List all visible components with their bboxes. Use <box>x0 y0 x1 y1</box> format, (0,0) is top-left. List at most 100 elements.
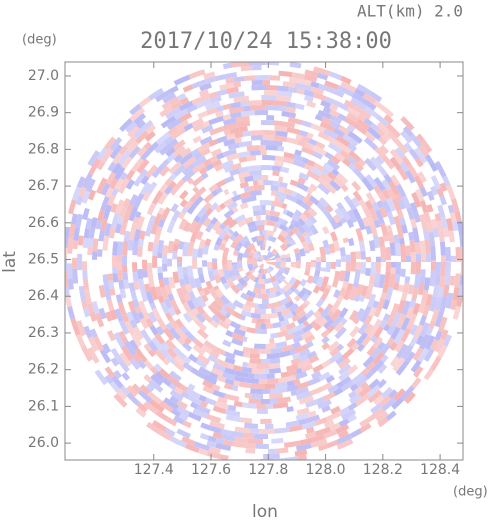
field-cell <box>335 271 341 278</box>
field-cell <box>250 388 263 394</box>
field-cell <box>254 454 263 459</box>
field-cell <box>268 110 282 116</box>
field-cell <box>330 269 336 276</box>
field-cell <box>266 343 277 349</box>
y-tick-label: 26.4 <box>28 288 59 304</box>
field-cell <box>411 252 416 262</box>
field-cell <box>260 150 266 155</box>
field-cell <box>259 145 266 150</box>
field-cell <box>346 254 351 262</box>
field-cell <box>102 263 108 275</box>
field-cell <box>420 276 426 284</box>
field-cell <box>244 443 256 449</box>
field-cell <box>260 354 267 359</box>
field-cell <box>182 267 188 275</box>
field-cell <box>252 80 263 85</box>
field-cell <box>137 257 142 270</box>
field-cell <box>260 324 266 329</box>
field-cell <box>157 252 162 258</box>
field-cell <box>278 146 285 152</box>
field-cell <box>441 262 447 276</box>
field-cell <box>259 115 266 120</box>
field-cell <box>262 175 268 180</box>
field-cell <box>270 398 278 404</box>
field-cell <box>249 115 259 121</box>
x-tick-label: 127.4 <box>134 462 174 478</box>
field-cell <box>163 271 169 278</box>
field-cell <box>260 419 272 424</box>
field-cell <box>426 253 431 262</box>
field-cell <box>266 115 274 120</box>
x-tick-label: 128.2 <box>363 462 403 478</box>
field-cell <box>291 262 296 265</box>
field-cell <box>242 131 251 137</box>
field-cell <box>208 249 214 255</box>
field-cell <box>381 260 386 262</box>
field-cell <box>376 262 382 273</box>
field-cell <box>142 260 147 271</box>
field-cell <box>445 247 451 262</box>
field-cell <box>436 262 442 275</box>
field-cell <box>268 408 279 414</box>
field-cell <box>272 170 280 176</box>
field-cell <box>405 262 411 277</box>
field-cell <box>360 262 366 274</box>
field-cell <box>267 374 275 380</box>
field-cell <box>107 274 113 281</box>
field-cell <box>263 135 274 140</box>
field-cell <box>262 235 265 240</box>
field-cell <box>158 273 164 281</box>
field-cell <box>251 70 268 75</box>
field-cell <box>259 379 268 384</box>
field-cell <box>92 251 97 259</box>
field-cell <box>262 274 266 279</box>
field-cell <box>257 409 268 414</box>
field-cell <box>251 135 263 141</box>
field-cell <box>212 262 218 270</box>
field-cell <box>112 255 117 267</box>
field-cell <box>67 263 73 279</box>
field-cell <box>296 261 301 262</box>
field-cell <box>240 101 248 107</box>
field-cell <box>250 105 265 111</box>
field-cell <box>255 444 269 449</box>
field-cell <box>445 273 451 285</box>
field-cell <box>267 85 278 91</box>
field-cell <box>405 276 411 283</box>
field-cell <box>248 60 265 66</box>
field-cell <box>266 309 272 315</box>
field-cell <box>117 270 123 281</box>
field-cell <box>421 262 426 269</box>
field-cell <box>266 210 270 215</box>
field-cell <box>242 362 248 368</box>
field-cell <box>259 429 274 434</box>
field-cell <box>391 256 396 262</box>
field-cell <box>256 155 262 160</box>
field-cell <box>137 246 143 257</box>
field-cell <box>346 262 352 271</box>
field-cell <box>251 201 257 207</box>
field-cell <box>256 215 261 221</box>
field-cell <box>117 262 122 270</box>
field-cell <box>356 262 361 270</box>
field-cell <box>446 262 451 273</box>
y-tick-label: 26.1 <box>28 398 59 414</box>
field-cell <box>253 90 264 95</box>
field-cell <box>277 151 285 157</box>
field-cell <box>266 324 273 330</box>
field-cell <box>252 140 261 146</box>
x-unit: (deg) <box>453 485 488 500</box>
field-cell <box>260 374 267 379</box>
field-cell <box>263 439 271 444</box>
field-cell <box>355 251 361 259</box>
field-cell <box>321 261 326 262</box>
field-cell <box>258 180 264 185</box>
field-cell <box>435 275 441 286</box>
field-cell <box>321 262 326 268</box>
field-cell <box>270 65 284 71</box>
field-cell <box>431 261 436 262</box>
field-cell <box>250 348 259 354</box>
field-cell <box>147 263 153 275</box>
field-cell <box>336 259 341 262</box>
field-cell <box>127 250 133 262</box>
